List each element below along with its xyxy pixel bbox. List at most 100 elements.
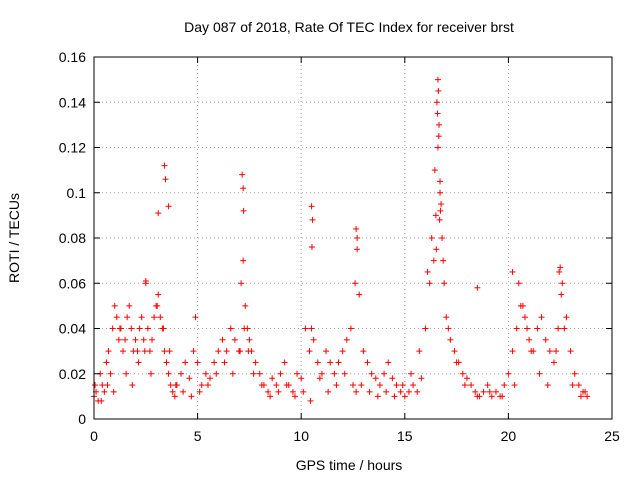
- data-point: [451, 348, 458, 355]
- data-point: [391, 393, 398, 400]
- data-point: [204, 382, 211, 389]
- data-point: [524, 325, 531, 332]
- data-point: [146, 348, 153, 355]
- data-point: [416, 348, 423, 355]
- data-point: [265, 388, 272, 395]
- data-point: [289, 388, 296, 395]
- data-point: [242, 302, 249, 309]
- data-point: [307, 397, 314, 404]
- data-point: [323, 348, 330, 355]
- data-point: [229, 370, 236, 377]
- grid-lines: [94, 57, 612, 419]
- data-point: [171, 393, 178, 400]
- data-point: [325, 388, 332, 395]
- data-point: [484, 382, 491, 389]
- data-point: [302, 325, 309, 332]
- data-point: [474, 393, 481, 400]
- y-tick-label: 0.02: [59, 366, 86, 382]
- data-point: [107, 370, 114, 377]
- data-point: [227, 325, 234, 332]
- data-point: [308, 325, 315, 332]
- data-point: [509, 268, 516, 275]
- data-point: [526, 336, 533, 343]
- data-point: [155, 210, 162, 217]
- data-point: [128, 325, 135, 332]
- data-point: [182, 359, 189, 366]
- data-point: [424, 268, 431, 275]
- data-point: [190, 348, 197, 355]
- data-point: [267, 393, 274, 400]
- data-point: [408, 370, 415, 377]
- x-tick-label: 15: [397, 428, 413, 444]
- data-point: [584, 393, 591, 400]
- data-point: [291, 393, 298, 400]
- x-tick-label: 10: [293, 428, 309, 444]
- y-tick-label: 0.12: [59, 140, 86, 156]
- data-point: [221, 359, 228, 366]
- data-point: [92, 382, 99, 389]
- x-tick-label: 0: [90, 428, 98, 444]
- x-axis-ticks: 0 5 10 15 20 25: [90, 57, 620, 444]
- data-point: [167, 382, 174, 389]
- data-point: [169, 388, 176, 395]
- data-point: [142, 277, 149, 284]
- data-point: [123, 370, 130, 377]
- data-point: [353, 388, 360, 395]
- data-point: [246, 336, 253, 343]
- data-point: [240, 207, 247, 214]
- data-point: [252, 359, 259, 366]
- data-point: [521, 314, 528, 321]
- data-point: [542, 336, 549, 343]
- data-point: [162, 176, 169, 183]
- data-point: [410, 382, 417, 389]
- data-point: [437, 189, 444, 196]
- data-point: [136, 325, 143, 332]
- data-point: [561, 325, 568, 332]
- data-point: [129, 382, 136, 389]
- data-point: [434, 76, 441, 83]
- data-point: [440, 257, 447, 264]
- data-point: [215, 348, 222, 355]
- data-point: [124, 314, 131, 321]
- y-axis-ticks: 0 0.02 0.04 0.06 0.08 0.1 0.12 0.14 0.16: [59, 49, 612, 427]
- data-point: [435, 87, 442, 94]
- x-tick-label: 20: [501, 428, 517, 444]
- x-tick-label: 25: [604, 428, 620, 444]
- y-axis-label: ROTI / TECUs: [6, 193, 22, 283]
- data-point: [350, 382, 356, 389]
- data-point: [356, 291, 363, 298]
- data-point: [163, 359, 170, 366]
- data-point: [105, 348, 112, 355]
- data-point: [335, 359, 342, 366]
- data-point: [134, 348, 141, 355]
- data-point: [298, 375, 305, 382]
- data-point: [486, 388, 493, 395]
- data-point: [198, 382, 205, 389]
- data-point: [318, 370, 325, 377]
- data-point: [310, 336, 317, 343]
- data-point: [550, 359, 557, 366]
- data-point: [432, 212, 439, 219]
- data-point: [436, 216, 443, 223]
- y-tick-label: 0.16: [59, 49, 86, 65]
- data-point: [443, 314, 450, 321]
- data-point: [155, 291, 162, 298]
- x-tick-label: 5: [194, 428, 202, 444]
- data-point: [528, 348, 535, 355]
- data-point: [166, 348, 173, 355]
- data-point: [422, 325, 429, 332]
- data-point: [151, 314, 158, 321]
- data-point: [231, 336, 238, 343]
- data-point: [343, 336, 350, 343]
- data-point: [347, 325, 354, 332]
- data-point: [241, 325, 248, 332]
- data-point: [360, 348, 367, 355]
- data-point: [275, 388, 282, 395]
- data-point: [428, 235, 435, 241]
- data-point: [157, 314, 164, 321]
- data-point: [509, 348, 516, 355]
- data-point: [354, 235, 361, 241]
- data-point: [544, 382, 551, 389]
- data-point: [161, 162, 168, 169]
